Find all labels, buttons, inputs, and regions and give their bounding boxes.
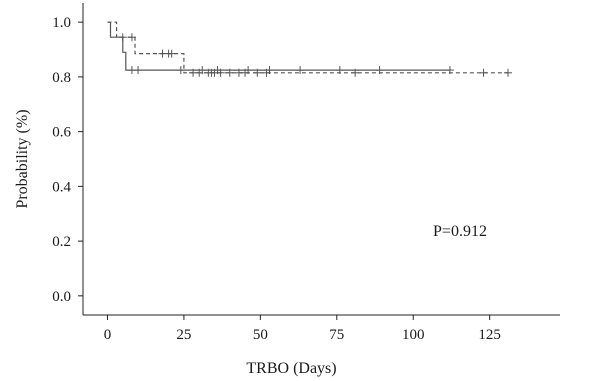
y-axis-title: Probability (%) <box>14 109 31 208</box>
y-tick-label: 0.8 <box>52 70 71 86</box>
y-tick-label: 0.6 <box>52 125 71 141</box>
censor-mark <box>167 49 176 58</box>
censor-mark <box>253 68 262 77</box>
y-tick-label: 1.0 <box>52 15 71 31</box>
x-tick-label: 75 <box>329 327 344 343</box>
x-axis-title: TRBO (Days) <box>246 360 336 377</box>
survival-curve-dashed <box>107 21 508 74</box>
series-dashed <box>107 21 513 77</box>
survival-curve-solid <box>107 21 450 71</box>
y-tick-label: 0.0 <box>52 289 71 305</box>
x-tick-label: 125 <box>478 327 501 343</box>
censor-mark <box>241 68 250 77</box>
axes <box>82 3 560 316</box>
ticks: 0 25 50 75 100 125 0.0 0.2 0.4 0.6 0.8 1.0 <box>52 15 501 343</box>
x-tick-label: 50 <box>253 327 268 343</box>
y-tick-label: 0.4 <box>52 179 71 195</box>
censor-mark <box>262 68 271 77</box>
censor-mark <box>504 68 513 77</box>
series-solid <box>107 21 454 75</box>
censor-mark <box>351 68 360 77</box>
y-tick-label: 0.2 <box>52 234 71 250</box>
censor-mark <box>216 68 225 77</box>
censor-mark <box>479 68 488 77</box>
censor-mark <box>127 33 136 42</box>
censor-mark <box>118 33 127 42</box>
series-layer <box>107 21 513 77</box>
censor-mark <box>176 66 185 75</box>
censor-mark <box>225 68 234 77</box>
x-tick-label: 100 <box>402 327 425 343</box>
x-tick-label: 25 <box>176 327 191 343</box>
p-value-annotation: P=0.912 <box>433 223 487 240</box>
censor-mark <box>296 66 305 75</box>
censor-mark <box>134 66 143 75</box>
censor-mark <box>195 68 204 77</box>
x-tick-label: 0 <box>104 327 112 343</box>
